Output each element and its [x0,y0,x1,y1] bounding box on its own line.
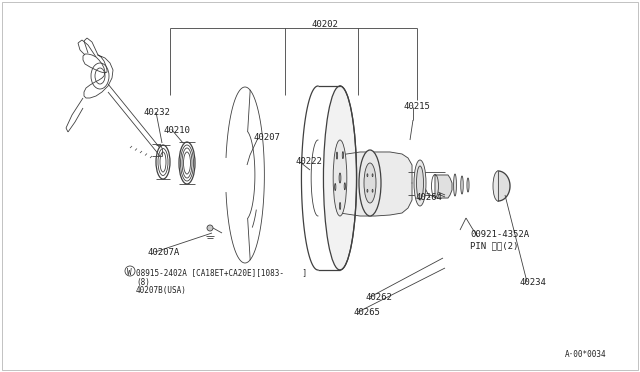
Text: 40234: 40234 [520,278,547,287]
Text: 40202: 40202 [311,20,338,29]
Ellipse shape [493,171,503,201]
Text: 40207A: 40207A [148,248,180,257]
Ellipse shape [461,176,463,194]
Ellipse shape [414,160,426,206]
Polygon shape [435,175,452,198]
Ellipse shape [372,189,373,192]
Text: (8): (8) [136,278,150,287]
Text: PIN ピン(2): PIN ピン(2) [470,241,518,250]
Ellipse shape [372,174,373,177]
Ellipse shape [335,183,336,190]
Ellipse shape [323,86,356,270]
Ellipse shape [454,174,456,196]
Ellipse shape [339,202,340,209]
Ellipse shape [367,189,368,192]
Text: 40207: 40207 [253,133,280,142]
Ellipse shape [367,174,368,177]
Ellipse shape [337,152,338,159]
Ellipse shape [467,178,469,192]
Ellipse shape [344,183,346,190]
Ellipse shape [359,150,381,216]
Text: 40210: 40210 [163,126,190,135]
Ellipse shape [207,225,213,231]
Ellipse shape [342,152,344,158]
Text: W: W [127,268,132,277]
Polygon shape [340,152,412,216]
Ellipse shape [333,140,347,216]
Polygon shape [498,171,510,201]
Text: 08915-2402A [CA18ET+CA20E][1083-    ]: 08915-2402A [CA18ET+CA20E][1083- ] [136,268,307,277]
Text: 40207B(USA): 40207B(USA) [136,286,187,295]
Text: 00921-4352A: 00921-4352A [470,230,529,239]
Ellipse shape [339,173,341,183]
Text: A·00*0034: A·00*0034 [565,350,607,359]
Text: 40222: 40222 [296,157,323,166]
Ellipse shape [417,166,424,200]
Text: 40264: 40264 [415,193,442,202]
Text: 40265: 40265 [353,308,380,317]
Text: 40262: 40262 [365,293,392,302]
Text: 40232: 40232 [143,108,170,117]
Text: 40215: 40215 [403,102,430,111]
Ellipse shape [364,163,376,203]
